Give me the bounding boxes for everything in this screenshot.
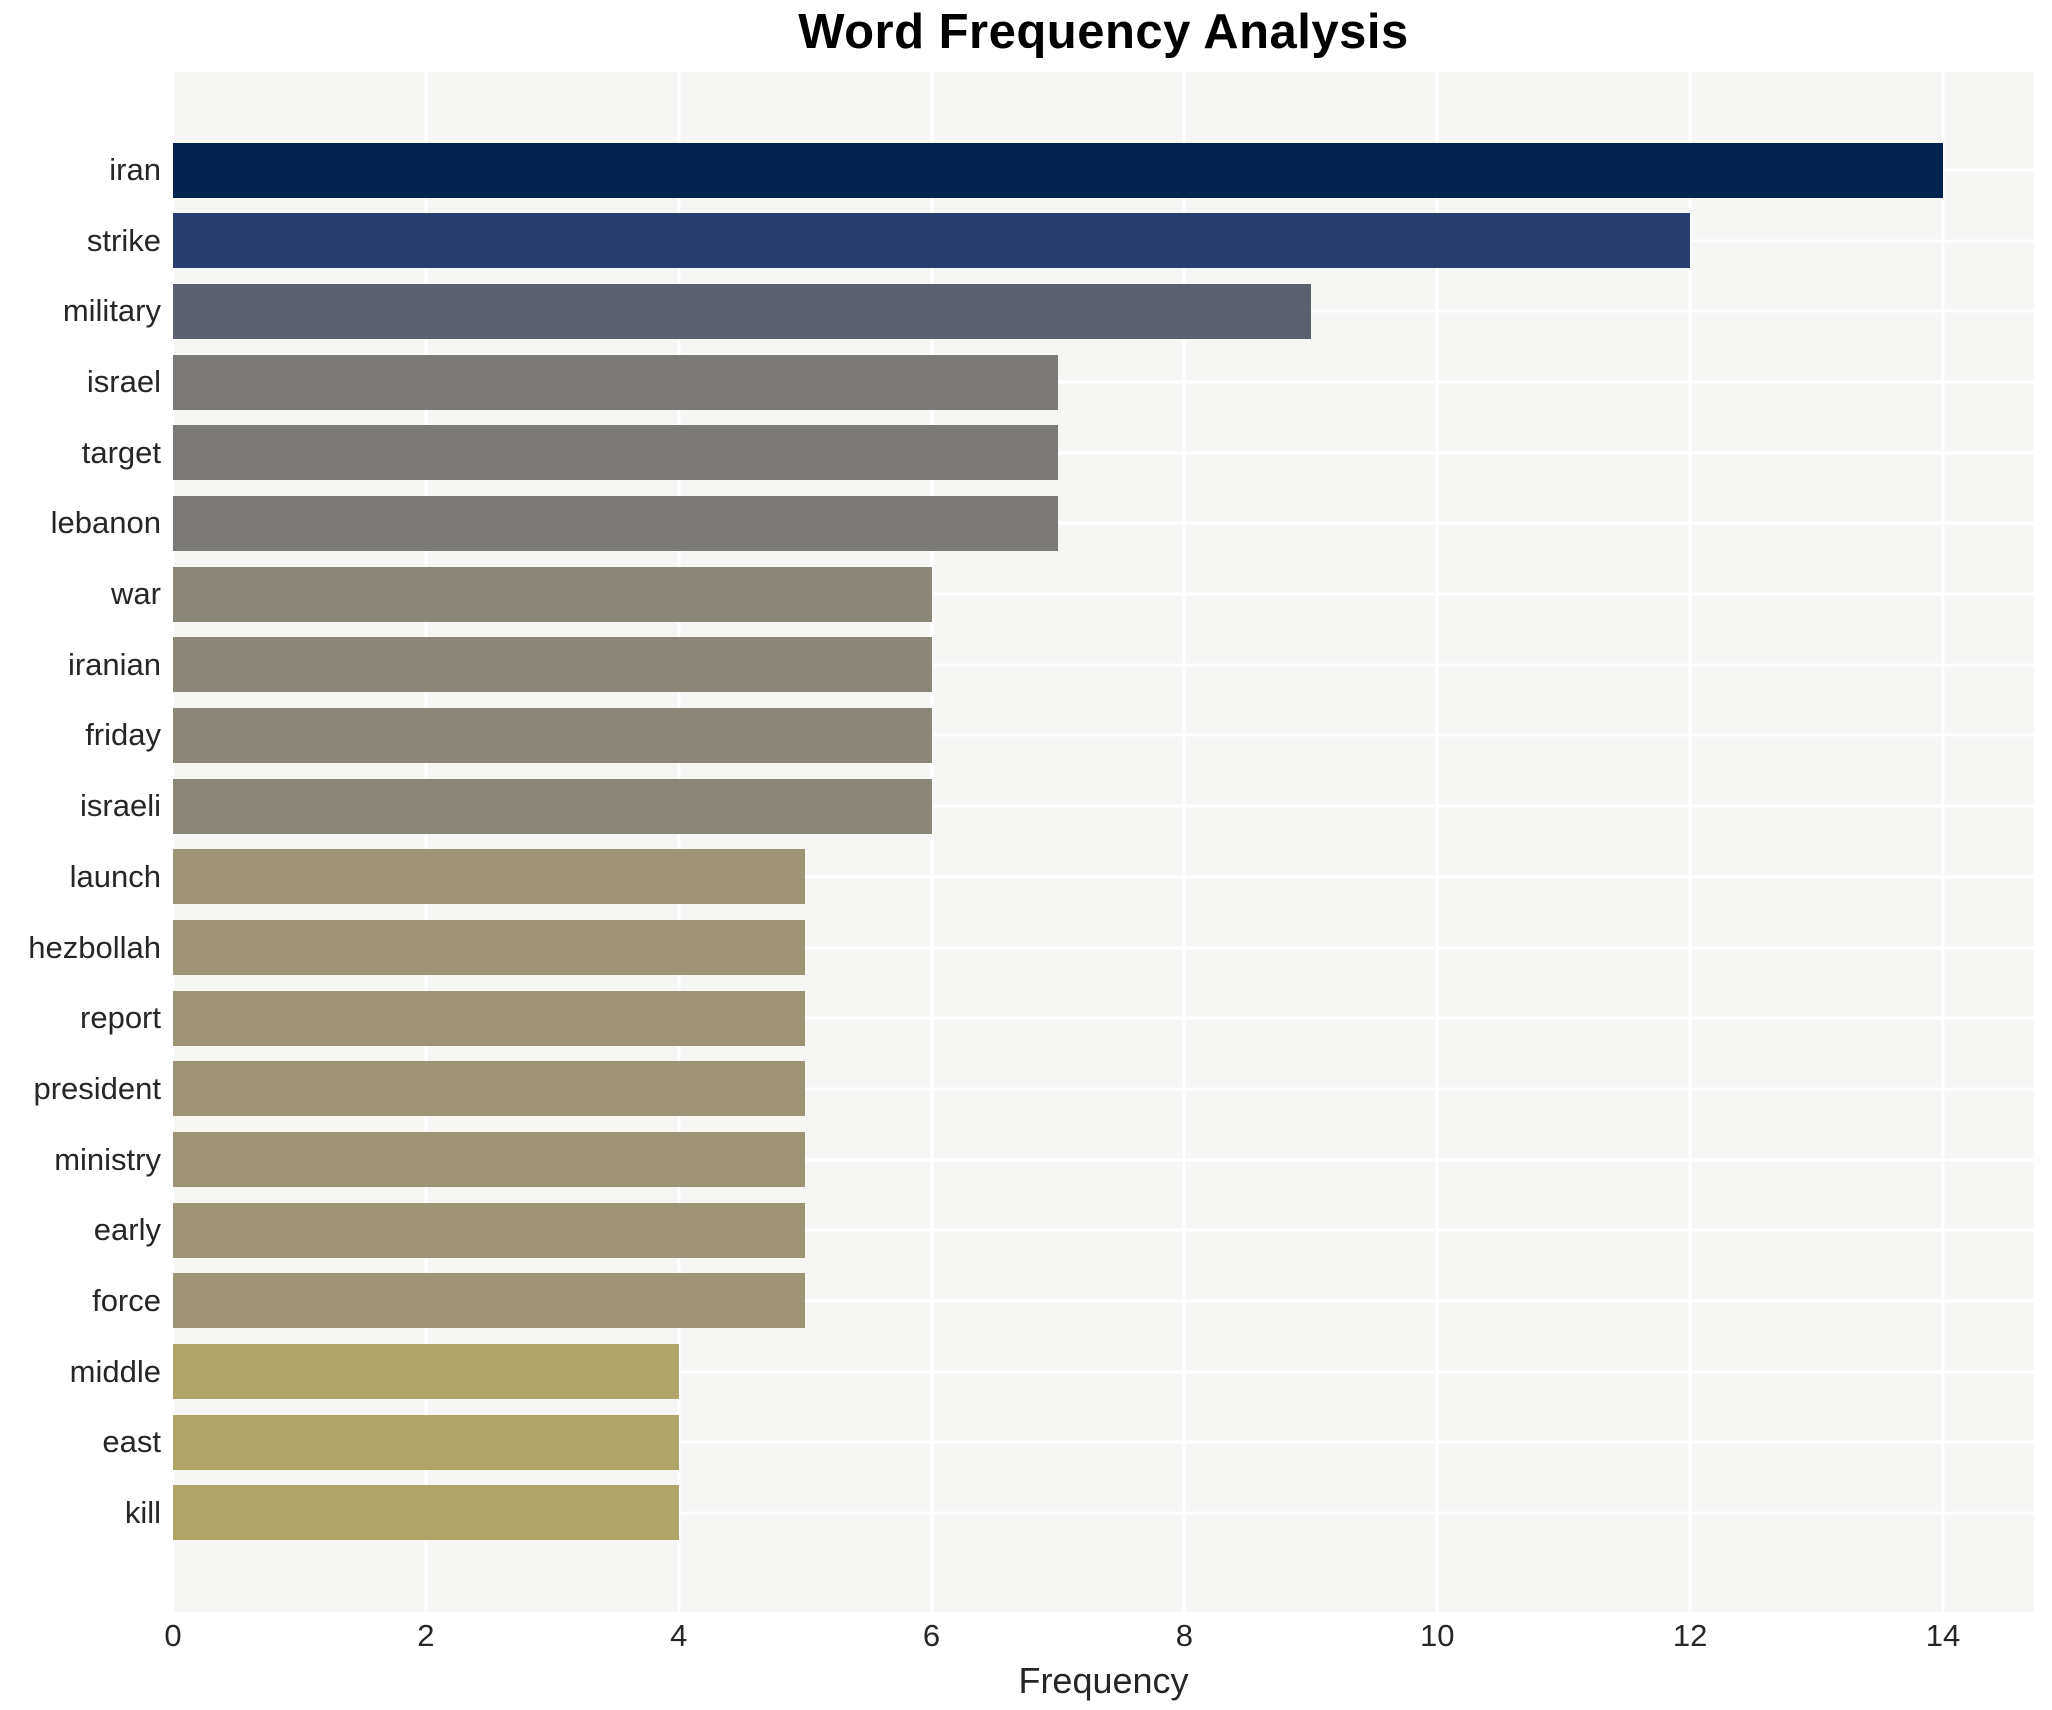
x-tick-label-10: 10 xyxy=(1420,1618,1455,1653)
y-tick-label-launch: launch xyxy=(69,858,161,894)
bar-war xyxy=(173,566,932,622)
y-tick-label-friday: friday xyxy=(85,717,161,753)
gridline-horizontal xyxy=(173,1299,2034,1303)
y-tick-label-president: president xyxy=(33,1070,161,1106)
gridline-vertical xyxy=(1435,72,1439,1612)
gridline-vertical xyxy=(171,72,175,1612)
gridline-vertical xyxy=(1182,72,1186,1612)
y-tick-label-ministry: ministry xyxy=(54,1141,161,1177)
chart-title: Word Frequency Analysis xyxy=(798,5,1409,59)
bar-kill xyxy=(173,1485,679,1541)
gridline-horizontal xyxy=(173,663,2034,667)
gridline-horizontal xyxy=(173,946,2034,950)
bar-friday xyxy=(173,707,932,763)
gridline-horizontal xyxy=(173,521,2034,525)
y-tick-label-iran: iran xyxy=(109,152,161,187)
y-tick-label-strike: strike xyxy=(86,222,161,258)
gridline-horizontal xyxy=(173,1016,2034,1020)
bar-launch xyxy=(173,849,806,905)
y-tick-label-report: report xyxy=(80,1000,161,1036)
x-tick-label-8: 8 xyxy=(1175,1618,1194,1653)
gridline-horizontal xyxy=(173,875,2034,879)
x-axis-label: Frequency xyxy=(1018,1660,1189,1701)
x-tick-label-4: 4 xyxy=(670,1618,688,1653)
gridline-horizontal xyxy=(173,1158,2034,1162)
bar-iran xyxy=(173,142,1943,198)
gridline-vertical xyxy=(424,72,428,1612)
y-tick-label-war: war xyxy=(111,576,161,612)
gridline-vertical xyxy=(1688,72,1692,1612)
gridline-vertical xyxy=(677,72,681,1612)
bar-ministry xyxy=(173,1132,806,1188)
gridline-vertical xyxy=(1941,72,1945,1612)
y-tick-label-lebanon: lebanon xyxy=(50,505,161,541)
gridline-horizontal xyxy=(173,1087,2034,1091)
x-tick-label-6: 6 xyxy=(922,1618,941,1653)
y-tick-label-force: force xyxy=(92,1282,161,1318)
bar-iranian xyxy=(173,637,932,693)
y-tick-label-middle: middle xyxy=(69,1353,161,1389)
bar-report xyxy=(173,990,806,1046)
y-tick-label-israel: israel xyxy=(86,364,161,400)
bar-target xyxy=(173,425,1058,481)
bar-hezbollah xyxy=(173,920,806,976)
bar-force xyxy=(173,1273,806,1329)
gridline-horizontal xyxy=(173,804,2034,808)
y-tick-label-kill: kill xyxy=(124,1494,161,1530)
bar-early xyxy=(173,1202,806,1258)
gridline-horizontal xyxy=(173,1440,2034,1444)
bar-strike xyxy=(173,213,1691,269)
gridline-horizontal xyxy=(173,733,2034,737)
gridline-vertical xyxy=(930,72,934,1612)
x-tick-label-14: 14 xyxy=(1925,1618,1961,1653)
y-tick-label-iranian: iranian xyxy=(67,646,161,682)
x-tick-label-12: 12 xyxy=(1672,1618,1708,1653)
y-tick-label-israeli: israeli xyxy=(80,788,161,824)
bar-middle xyxy=(173,1344,679,1400)
y-tick-label-hezbollah: hezbollah xyxy=(28,929,161,965)
gridline-horizontal xyxy=(173,1511,2034,1515)
plot-area xyxy=(171,72,2034,1612)
bar-east xyxy=(173,1414,679,1470)
bar-lebanon xyxy=(173,495,1058,551)
gridline-horizontal xyxy=(173,380,2034,384)
y-tick-label-east: east xyxy=(102,1424,161,1460)
bar-israeli xyxy=(173,778,932,834)
y-tick-label-target: target xyxy=(81,434,161,470)
x-tick-label-0: 0 xyxy=(164,1618,182,1653)
bar-military xyxy=(173,283,1311,339)
gridline-horizontal xyxy=(173,1228,2034,1232)
gridline-horizontal xyxy=(173,451,2034,455)
bar-president xyxy=(173,1061,806,1117)
gridline-horizontal xyxy=(173,1370,2034,1374)
bar-israel xyxy=(173,354,1058,410)
x-tick-label-2: 2 xyxy=(417,1618,435,1653)
gridline-horizontal xyxy=(173,592,2034,596)
y-tick-label-military: military xyxy=(62,293,161,329)
y-tick-label-early: early xyxy=(93,1212,161,1248)
